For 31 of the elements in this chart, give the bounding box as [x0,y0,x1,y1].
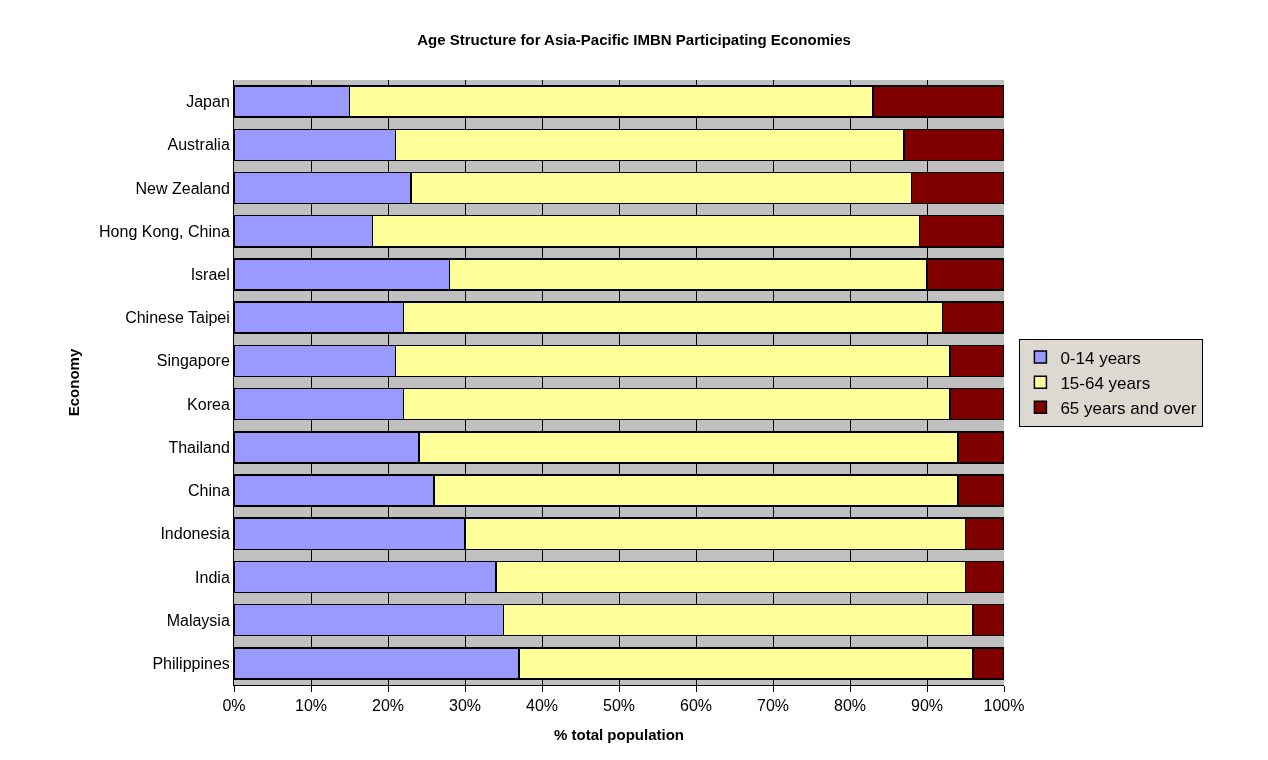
x-axis-title: % total population [554,726,684,743]
y-tick-label: Israel [190,266,230,284]
legend-label: 15-64 years [1060,373,1151,393]
y-tick-label: Philippines [152,654,230,672]
y-tick-label: Singapore [156,352,230,370]
legend-label: 0-14 years [1060,348,1141,368]
x-tick-label: 90% [910,697,944,715]
x-tick-label: 0% [222,697,246,715]
y-tick-label: Hong Kong, China [99,222,230,240]
x-tick-label: 80% [833,697,867,715]
y-tick-label: Malaysia [166,611,230,629]
y-tick-label: China [187,482,230,500]
y-tick-label: Chinese Taipei [125,309,230,327]
y-tick-label: Thailand [168,438,230,456]
x-tick-label: 60% [679,697,713,715]
y-axis-title: Economy [65,348,83,417]
x-tick-label: 50% [602,697,636,715]
x-tick-label: 40% [525,697,559,715]
x-tick-label: 30% [448,697,482,715]
y-tick-label: New Zealand [135,179,230,197]
y-tick-label: Korea [187,395,230,413]
y-tick-label: India [195,568,230,586]
x-tick-label: 20% [371,697,405,715]
y-tick-label: Australia [167,136,230,154]
chart-title: Age Structure for Asia-Pacific IMBN Participating Economies [417,30,851,48]
x-tick-label: 10% [294,697,328,715]
x-tick-label: 100% [983,697,1025,715]
y-tick-label: Japan [186,93,230,111]
legend-label: 65 years and over [1060,398,1197,418]
x-tick-label: 70% [756,697,790,715]
y-tick-label: Indonesia [160,525,230,543]
